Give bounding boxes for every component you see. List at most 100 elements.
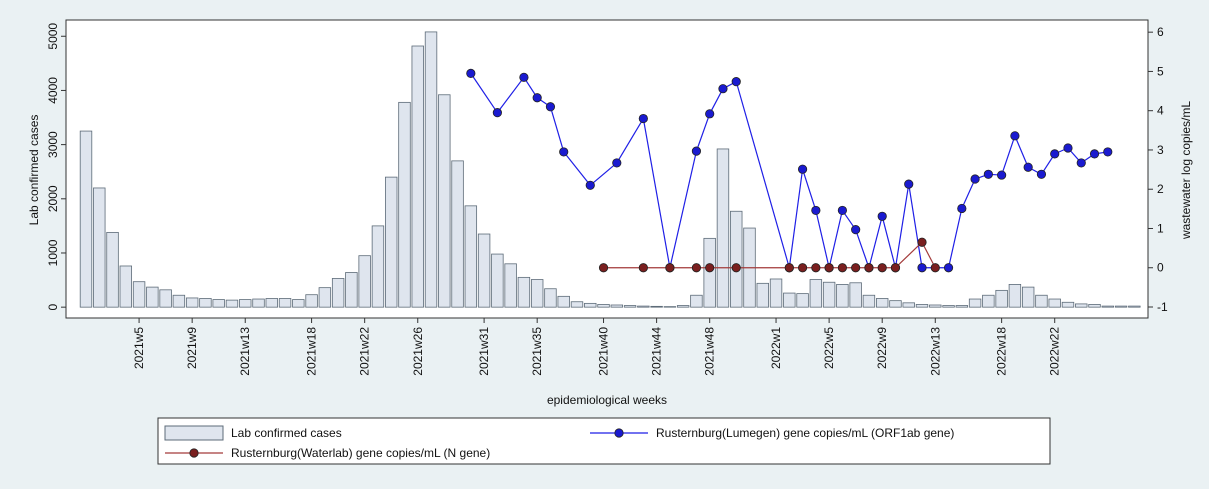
- bar: [796, 293, 809, 308]
- x-tick-label: 2021w5: [132, 327, 146, 369]
- bar: [252, 298, 265, 308]
- point: [1089, 149, 1100, 159]
- line-segment: [563, 151, 591, 186]
- x-axis-label: epidemiological weeks: [547, 393, 667, 407]
- line-segment: [855, 229, 870, 268]
- bar: [876, 298, 889, 308]
- bar: [942, 305, 955, 308]
- point: [466, 68, 476, 78]
- point: [811, 205, 821, 216]
- x-tick-label: 2021w40: [597, 327, 611, 376]
- point: [851, 263, 861, 273]
- y-tick-label: 2000: [46, 185, 60, 212]
- bar: [610, 304, 624, 308]
- legend: [157, 417, 1051, 465]
- y2-tick-label: 1: [1157, 221, 1164, 235]
- x-tick-label: 2021w31: [477, 327, 491, 376]
- bar: [1048, 298, 1061, 308]
- line-segment: [908, 184, 923, 268]
- bar: [623, 305, 637, 308]
- y2-tick-label: -1: [1157, 300, 1168, 314]
- point: [877, 263, 887, 273]
- point: [1063, 143, 1073, 153]
- point: [904, 179, 914, 189]
- bar: [822, 281, 836, 308]
- point: [731, 263, 741, 273]
- bar: [836, 284, 849, 308]
- point: [1103, 147, 1113, 157]
- point: [638, 263, 648, 273]
- x-tick-label: 2021w22: [358, 327, 372, 376]
- bar: [676, 305, 690, 308]
- point: [917, 263, 927, 273]
- plot-area: [65, 19, 1149, 319]
- y-tick-label: 5000: [46, 23, 60, 50]
- bar: [385, 176, 398, 308]
- bar: [570, 301, 584, 308]
- line-segment: [788, 169, 804, 268]
- bar: [809, 279, 823, 308]
- x-tick-label: 2022w9: [875, 327, 889, 369]
- bar: [146, 286, 159, 308]
- point: [691, 263, 702, 273]
- y2-tick-label: 2: [1157, 182, 1164, 196]
- point: [1023, 162, 1033, 172]
- y2-tick-label: 4: [1157, 104, 1164, 118]
- bar: [1101, 305, 1114, 308]
- line-segment: [642, 118, 671, 268]
- bar: [1021, 286, 1035, 308]
- bar: [132, 281, 146, 308]
- line-segment: [828, 210, 843, 268]
- line-segment: [616, 118, 644, 164]
- y-tick-label: 3000: [46, 131, 60, 158]
- point: [851, 225, 861, 235]
- legend-marker: [614, 428, 624, 438]
- line-segment: [735, 81, 790, 268]
- bar: [690, 294, 703, 308]
- bar: [849, 282, 862, 308]
- bar: [1114, 305, 1128, 308]
- point: [545, 102, 556, 112]
- bar: [915, 304, 929, 308]
- bar: [902, 302, 915, 308]
- x-tick-label: 2021w35: [530, 327, 544, 376]
- line-segment: [470, 73, 498, 113]
- bar: [159, 289, 172, 308]
- bar: [663, 306, 677, 308]
- bar: [119, 265, 133, 308]
- bar: [783, 292, 796, 308]
- bar: [1035, 294, 1048, 308]
- bar: [1061, 301, 1075, 308]
- bar: [225, 299, 239, 308]
- point: [811, 263, 821, 273]
- point: [1076, 158, 1086, 168]
- bar: [530, 279, 544, 308]
- x-tick-label: 2021w18: [305, 327, 319, 376]
- line-segment: [496, 76, 525, 114]
- bar: [318, 287, 332, 308]
- bar: [730, 210, 743, 308]
- bar: [889, 300, 902, 308]
- line-segment: [895, 241, 923, 269]
- line-segment: [815, 210, 830, 268]
- bar: [955, 305, 969, 308]
- bar: [345, 272, 358, 308]
- point: [837, 263, 847, 273]
- point: [930, 263, 940, 273]
- bar: [504, 263, 517, 308]
- bar: [929, 304, 942, 308]
- bar: [371, 225, 385, 308]
- bar: [982, 294, 995, 308]
- bar: [451, 160, 464, 308]
- bar: [544, 288, 557, 308]
- bar: [464, 205, 478, 308]
- point: [784, 263, 794, 273]
- bar: [491, 253, 504, 308]
- y-tick-label: 4000: [46, 77, 60, 104]
- bar: [305, 294, 318, 308]
- point: [665, 263, 675, 273]
- bar: [79, 130, 93, 308]
- y2-tick-label: 3: [1157, 143, 1164, 157]
- legend-marker: [189, 448, 199, 458]
- point: [705, 263, 715, 273]
